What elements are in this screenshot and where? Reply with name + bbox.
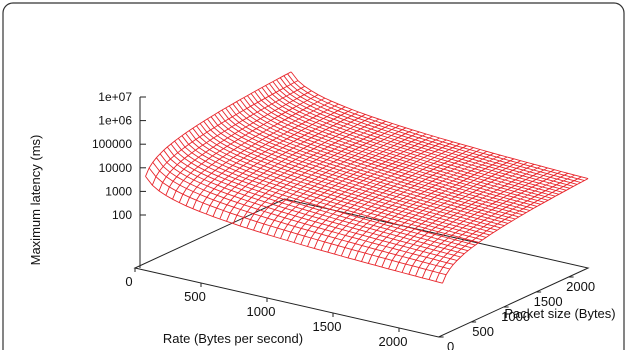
surface-size-line <box>239 99 538 207</box>
x-tick-label: 1500 <box>313 319 342 334</box>
surface-size-line <box>214 114 512 222</box>
surface-size-line <box>210 116 509 224</box>
x-tick-label: 1000 <box>247 304 276 319</box>
surface-size-line <box>228 105 527 214</box>
surface-size-line <box>166 146 465 255</box>
z-axis: 100 1000 10000 100000 1e+06 1e+07 <box>92 90 146 268</box>
surface-size-line <box>199 123 498 231</box>
z-tick-label: 1000 <box>105 184 132 198</box>
surface-size-line <box>261 87 560 195</box>
surface-size-line <box>279 77 578 185</box>
surface-size-line <box>287 73 585 181</box>
surface-size-line <box>203 120 501 229</box>
surface-size-line <box>185 132 483 241</box>
surface-size-line <box>257 89 556 197</box>
surface-size-line <box>188 130 487 238</box>
z-tick-label: 1e+06 <box>98 114 132 128</box>
surface-size-line <box>181 135 480 243</box>
y-tick-label: 500 <box>472 324 494 339</box>
y-tick-label: 0 <box>447 339 454 350</box>
surface-size-line <box>272 81 571 189</box>
x-tick-labels: 0 500 1000 1500 2000 <box>125 268 407 349</box>
surface-size-line <box>177 138 476 246</box>
surface-size-line <box>148 167 447 276</box>
x-tick-label: 2000 <box>379 334 408 349</box>
surface-size-line <box>174 140 472 249</box>
x-tick-label: 500 <box>184 289 206 304</box>
surface-size-line <box>207 118 505 227</box>
surface-rate-line <box>151 80 299 186</box>
surface-size-line <box>225 107 523 216</box>
floor-plane <box>133 198 590 338</box>
surface-size-line <box>236 101 534 209</box>
surface-size-line <box>163 149 461 258</box>
x-axis-label: Rate (Bytes per second) <box>163 331 303 346</box>
surface-size-line <box>217 112 516 220</box>
z-tick-label: 10000 <box>99 161 133 175</box>
floor-outline <box>133 198 590 338</box>
surface-size-line <box>156 157 454 265</box>
surface-size-line <box>254 91 552 199</box>
surface-size-line <box>268 83 567 191</box>
surface-size-line <box>276 79 574 187</box>
y-tick-label: 2000 <box>566 279 595 294</box>
z-tick-label: 1e+07 <box>98 90 132 104</box>
surface-size-line <box>159 153 458 261</box>
z-tick-label: 100 <box>112 208 132 222</box>
z-axis-label: Maximum latency (ms) <box>28 135 43 266</box>
z-tick-label: 100000 <box>92 137 132 151</box>
surface-size-line <box>290 71 589 180</box>
latency-surface <box>145 71 589 284</box>
surface-size-line <box>170 143 469 252</box>
y-axis-label: Packet size (Bytes) <box>504 306 615 321</box>
surface-size-line <box>247 95 545 203</box>
surface-size-line <box>243 97 541 205</box>
surface-size-line <box>221 109 520 218</box>
x-tick-label: 0 <box>125 274 132 289</box>
surface-size-line <box>196 125 494 233</box>
surface-size-line <box>152 162 450 270</box>
surface-size-line <box>192 127 490 236</box>
surface-size-line <box>145 176 443 284</box>
y-tick-label: 1000 <box>501 309 530 324</box>
y-tick-label: 1500 <box>534 294 563 309</box>
surface-size-line <box>232 103 531 211</box>
surface-size-line <box>265 85 563 193</box>
surface-size-line <box>283 75 581 183</box>
surface-size-line <box>250 93 549 201</box>
